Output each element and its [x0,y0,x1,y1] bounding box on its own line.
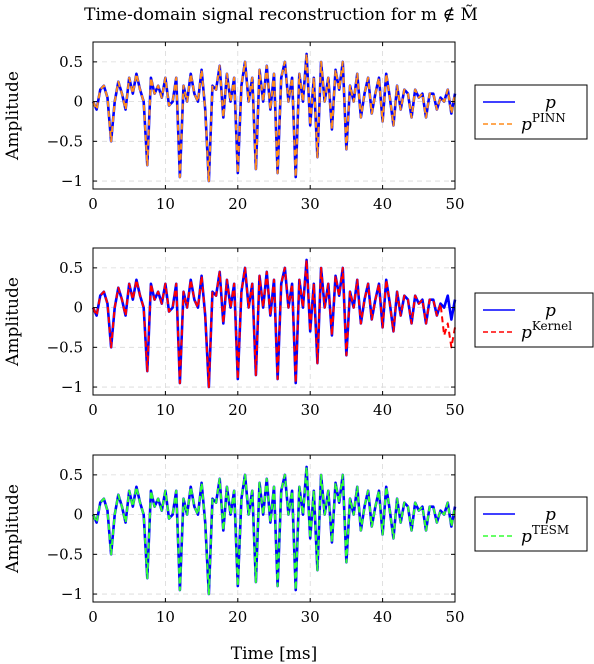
y-tick-label: 0 [73,299,83,317]
plot-frame [92,41,456,190]
y-tick-label: 0 [73,93,83,111]
y-tick-label: −1 [61,172,83,190]
y-tick-label: −0.5 [47,132,83,150]
series-line-pinn [92,52,456,183]
x-tick-label: 0 [88,195,98,213]
plot-frame [92,247,456,396]
x-tick-label: 20 [228,608,247,626]
x-tick-label: 40 [373,608,392,626]
x-tick-label: 50 [445,401,464,419]
x-tick-label: 30 [301,608,320,626]
x-tick-label: 20 [228,401,247,419]
y-tick-label: −1 [61,585,83,603]
x-tick-label: 40 [373,195,392,213]
y-axis-label: Amplitude [3,277,23,367]
y-tick-label: 0.5 [59,259,83,277]
x-tick-label: 30 [301,401,320,419]
x-tick-label: 20 [228,195,247,213]
y-tick-label: −0.5 [47,545,83,563]
series-line-kernel [92,258,456,389]
legend-label: p [545,301,556,321]
y-axis-label: Amplitude [3,71,23,161]
x-tick-label: 0 [88,401,98,419]
x-tick-label: 40 [373,401,392,419]
legend-label: p [545,93,556,113]
x-tick-label: 30 [301,195,320,213]
x-tick-label: 50 [445,195,464,213]
legend-box [474,292,594,348]
y-tick-label: −0.5 [47,338,83,356]
x-axis-label: Time [ms] [231,644,317,664]
plot-frame [92,454,456,603]
legend-label: pPINN [521,111,566,135]
legend-box [474,496,588,552]
y-tick-label: −1 [61,378,83,396]
figure-title: Time-domain signal reconstruction for m … [84,5,478,25]
y-axis-label: Amplitude [3,484,23,574]
x-tick-label: 10 [156,401,175,419]
x-tick-label: 50 [445,608,464,626]
y-tick-label: 0 [73,506,83,524]
legend-box [474,84,588,140]
x-tick-label: 0 [88,608,98,626]
legend-label: p [545,505,556,525]
x-tick-label: 10 [156,195,175,213]
legend-label: pKernel [521,319,572,343]
series-line-tesm [92,465,456,596]
y-tick-label: 0.5 [59,466,83,484]
x-tick-label: 10 [156,608,175,626]
legend-label: pTESM [521,523,569,547]
y-tick-label: 0.5 [59,53,83,71]
